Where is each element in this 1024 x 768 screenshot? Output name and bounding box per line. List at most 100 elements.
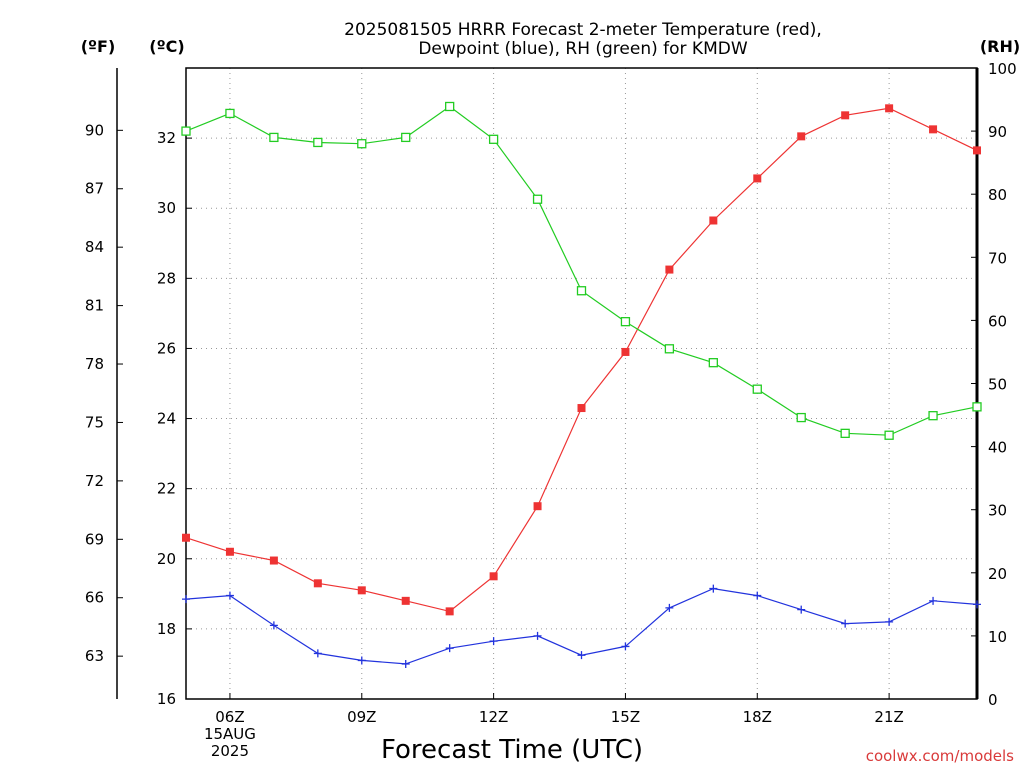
temperature-point xyxy=(841,111,850,120)
temperature-point xyxy=(709,216,718,225)
dewpoint-point xyxy=(533,631,542,640)
plot-frame xyxy=(185,67,978,700)
x-tick-label: 15Z xyxy=(611,708,640,726)
rh-point xyxy=(840,428,850,438)
chart-title-line-1: 2025081505 HRRR Forecast 2-meter Tempera… xyxy=(344,20,822,40)
dewpoint-point xyxy=(489,637,498,646)
rh-point xyxy=(225,108,235,119)
celsius-tick-label: 22 xyxy=(157,480,176,498)
rh-tick-label: 20 xyxy=(988,565,1007,583)
dewpoint-point xyxy=(709,584,718,593)
x-tick-label: 18Z xyxy=(743,708,772,726)
dewpoint-point xyxy=(973,600,981,609)
dewpoint-point xyxy=(401,659,410,668)
rh-tick-label: 0 xyxy=(988,691,998,709)
x-axis-label: Forecast Time (UTC) xyxy=(381,735,643,765)
x-tick-label: 21Z xyxy=(874,708,903,726)
fahrenheit-tick-label: 90 xyxy=(85,121,104,139)
rh-point xyxy=(357,139,367,149)
fahrenheit-tick-label: 72 xyxy=(85,472,104,490)
temperature-point xyxy=(225,547,234,556)
fahrenheit-tick-label: 75 xyxy=(85,413,104,431)
x-tick-label: 09Z xyxy=(347,708,376,726)
celsius-axis-unit: (ºC) xyxy=(149,37,184,56)
rh-line xyxy=(185,105,978,436)
x-tick-label: 12Z xyxy=(479,708,508,726)
temperature-point xyxy=(885,104,894,113)
temperature-point xyxy=(357,586,366,595)
tick-labels: 16 18 20 22 24 26 28 30 32 63 66 69 72 75 78 81 84 87 90 0 1… xyxy=(85,60,1017,760)
x-tick-label: 06Z xyxy=(215,708,244,726)
fahrenheit-tick-label: 66 xyxy=(85,589,104,607)
series-temperature xyxy=(182,104,981,616)
rh-point xyxy=(708,358,718,368)
temperature-point xyxy=(665,265,674,274)
rh-point xyxy=(664,344,675,354)
fahrenheit-tick-label: 69 xyxy=(85,530,104,548)
dewpoint-point xyxy=(182,595,190,604)
dewpoint-point xyxy=(357,656,366,665)
temperature-line xyxy=(185,107,978,613)
fahrenheit-tick-label: 87 xyxy=(85,180,104,198)
temperature-point xyxy=(929,125,938,134)
dewpoint-point xyxy=(797,605,806,614)
celsius-tick-label: 30 xyxy=(157,199,176,217)
fahrenheit-tick-label: 78 xyxy=(85,355,104,373)
rh-tick-label: 50 xyxy=(988,376,1007,394)
rh-point xyxy=(620,317,631,327)
rh-tick-label: 60 xyxy=(988,312,1007,330)
dewpoint-point xyxy=(929,596,938,605)
temperature-point xyxy=(182,533,190,542)
celsius-tick-label: 32 xyxy=(157,129,176,147)
dewpoint-point xyxy=(269,621,278,630)
fahrenheit-axis-unit: (ºF) xyxy=(81,37,116,56)
rh-point xyxy=(972,402,982,412)
celsius-tick-label: 28 xyxy=(157,269,176,287)
temperature-point xyxy=(621,347,630,356)
dewpoint-point xyxy=(885,617,894,626)
temperature-point xyxy=(753,174,762,183)
fahrenheit-tick-label: 84 xyxy=(85,238,104,256)
temperature-point xyxy=(269,556,278,565)
series-layer xyxy=(181,101,982,668)
rh-point xyxy=(752,384,762,394)
rh-point xyxy=(401,132,411,143)
dewpoint-point xyxy=(445,644,454,653)
celsius-tick-label: 20 xyxy=(157,550,176,568)
dewpoint-point xyxy=(313,649,322,658)
celsius-tick-label: 16 xyxy=(157,690,176,708)
celsius-tick-label: 18 xyxy=(157,620,176,638)
rh-point xyxy=(269,132,279,143)
credit-text: coolwx.com/models xyxy=(866,747,1014,765)
dewpoint-point xyxy=(665,603,674,612)
rh-point xyxy=(576,286,587,296)
temperature-point xyxy=(489,572,498,581)
temperature-point xyxy=(577,404,586,413)
rh-point xyxy=(313,137,323,148)
grid-lines xyxy=(186,68,977,699)
rh-axis-unit: (RH) xyxy=(980,37,1020,56)
temperature-point xyxy=(445,607,454,616)
rh-point xyxy=(445,101,455,112)
fahrenheit-tick-label: 81 xyxy=(85,297,104,315)
rh-point xyxy=(796,412,806,423)
rh-tick-label: 70 xyxy=(988,249,1007,267)
temperature-point xyxy=(401,596,410,605)
temperature-point xyxy=(533,502,542,511)
rh-tick-label: 80 xyxy=(988,186,1007,204)
dewpoint-point xyxy=(225,591,234,600)
dewpoint-point xyxy=(841,619,850,628)
series-rh xyxy=(181,101,982,440)
dewpoint-point xyxy=(621,642,630,651)
series-dewpoint xyxy=(182,584,981,668)
chart-title: 2025081505 HRRR Forecast 2-meter Tempera… xyxy=(344,20,822,59)
dewpoint-point xyxy=(577,651,586,660)
temperature-point xyxy=(313,579,322,588)
temperature-point xyxy=(797,132,806,141)
dewpoint-point xyxy=(753,591,762,600)
x-tick-label: 15AUG xyxy=(204,725,256,743)
celsius-tick-label: 26 xyxy=(157,339,176,357)
rh-point xyxy=(181,126,191,136)
temperature-point xyxy=(973,146,981,155)
